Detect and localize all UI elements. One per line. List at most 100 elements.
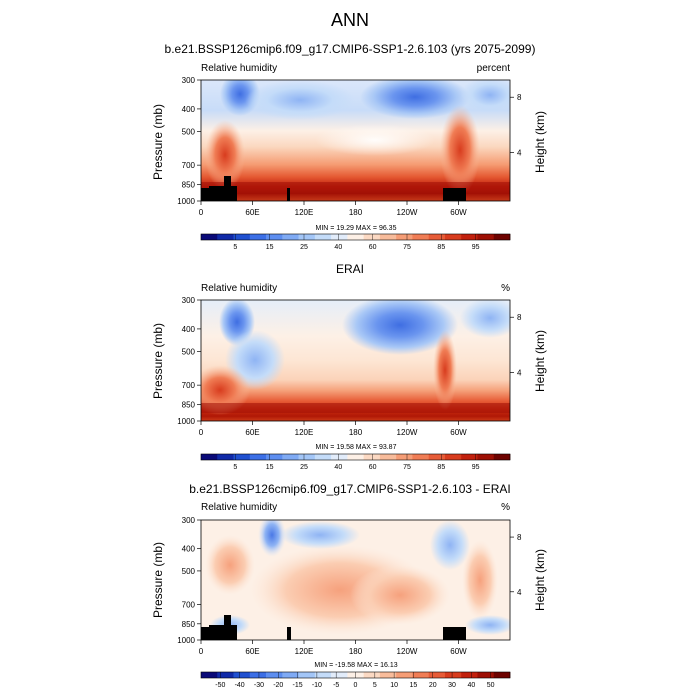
panel-3-title: b.e21.BSSP126cmip6.f09_g17.CMIP6-SSP1-2.… [189, 482, 511, 496]
y-tick-label: 300 [182, 76, 196, 85]
colorbar-label: -40 [235, 682, 245, 689]
colorbar-label: 20 [429, 682, 437, 689]
panel-3-ylabel: Pressure (mb) [151, 542, 165, 618]
colorbar-swatch [217, 454, 234, 460]
colorbar-swatch [201, 672, 218, 678]
y-tick-label: 400 [182, 325, 196, 334]
colorbar-label: 15 [266, 244, 274, 251]
colorbar-label: 15 [410, 682, 418, 689]
colorbar-swatch [461, 454, 478, 460]
x-tick-label: 0 [199, 208, 204, 217]
panel-3-axes: Pressure (mb) Height (km) 300 400 500 700 85… [151, 516, 547, 669]
x-tick-label: 60E [245, 647, 259, 656]
panel-2-title: ERAI [336, 262, 364, 276]
y-tick-label: 850 [182, 181, 196, 190]
colorbar-swatch [201, 454, 218, 460]
x-tick-label: 180 [349, 208, 363, 217]
colorbar-swatch [428, 672, 446, 678]
colorbar-swatch [249, 672, 267, 678]
colorbar-label: 95 [472, 244, 480, 251]
y-right-tick-label: 4 [517, 148, 522, 157]
x-tick-label: 60W [450, 647, 467, 656]
colorbar-label: 85 [437, 244, 445, 251]
panel-3-right-label: % [501, 502, 510, 513]
colorbar-swatch [266, 672, 283, 678]
panel-1-ylabel: Pressure (mb) [151, 104, 165, 180]
colorbar-swatch [493, 672, 511, 678]
y-tick-label: 850 [182, 620, 196, 629]
colorbar-label: -30 [254, 682, 264, 689]
y-right-tick-label: 8 [517, 93, 522, 102]
colorbar-swatch [331, 454, 348, 460]
panel-2-colorbar: 5 15 25 40 60 75 85 95 [200, 453, 511, 471]
colorbar-swatch [477, 234, 495, 240]
y-tick-label: 400 [182, 105, 196, 114]
colorbar-label: 15 [266, 464, 274, 471]
y-tick-label: 400 [182, 545, 196, 554]
colorbar-label: 40 [334, 464, 342, 471]
panel-2-right-label: % [501, 283, 510, 294]
colorbar-swatch [314, 234, 332, 240]
x-tick-label: 0 [199, 428, 204, 437]
colorbar-label: 85 [437, 464, 445, 471]
panel-1-colorbar: 5 15 25 40 60 75 85 95 [200, 233, 511, 251]
panel-1-stats: MIN = 19.29 MAX = 96.35 [316, 225, 397, 232]
y-right-tick-label: 8 [517, 313, 522, 322]
y-tick-label: 700 [182, 381, 196, 390]
colorbar-swatch [428, 454, 446, 460]
colorbar-swatch [217, 234, 234, 240]
colorbar-label: 95 [472, 464, 480, 471]
colorbar-swatch [363, 234, 381, 240]
colorbar-swatch [347, 454, 364, 460]
panel-1-field [201, 80, 510, 201]
colorbar-label: 5 [233, 464, 237, 471]
colorbar-swatch [282, 454, 299, 460]
colorbar-label: 25 [300, 464, 308, 471]
colorbar-label: 10 [390, 682, 398, 689]
x-tick-label: 120W [397, 647, 418, 656]
y-right-tick-label: 8 [517, 533, 522, 542]
colorbar-swatch [266, 454, 283, 460]
colorbar-swatch [461, 234, 478, 240]
x-tick-label: 60W [450, 208, 467, 217]
colorbar-swatch [233, 454, 251, 460]
colorbar-label: -20 [273, 682, 283, 689]
panel-1-right-label: percent [477, 63, 511, 74]
panel-1-title: b.e21.BSSP126cmip6.f09_g17.CMIP6-SSP1-2.… [165, 42, 536, 56]
y-tick-label: 1000 [177, 636, 195, 645]
figure-title: ANN [331, 10, 369, 30]
y-tick-label: 700 [182, 161, 196, 170]
colorbar-swatch [217, 672, 234, 678]
colorbar-swatch [396, 234, 413, 240]
colorbar-label: 5 [233, 244, 237, 251]
colorbar-swatch [477, 672, 495, 678]
colorbar-label: 25 [300, 244, 308, 251]
colorbar-swatch [412, 454, 429, 460]
colorbar-swatch [233, 234, 251, 240]
colorbar-swatch [379, 234, 397, 240]
y-tick-label: 300 [182, 296, 196, 305]
y-tick-label: 500 [182, 347, 196, 356]
colorbar-swatch [298, 454, 316, 460]
colorbar-label: -5 [333, 682, 339, 689]
y-tick-label: 1000 [177, 197, 195, 206]
colorbar-label: 60 [369, 244, 377, 251]
panel-1-axes: Pressure (mb) Height (km) 300 400 500 700 85… [151, 76, 547, 232]
panel-1-left-label: Relative humidity [201, 63, 277, 74]
x-tick-label: 60W [450, 428, 467, 437]
y-right-tick-label: 4 [517, 368, 522, 377]
colorbar-swatch [331, 672, 348, 678]
y-tick-label: 500 [182, 567, 196, 576]
colorbar-swatch [249, 234, 267, 240]
colorbar-swatch [314, 672, 332, 678]
colorbar-swatch [493, 454, 511, 460]
x-tick-label: 120E [295, 428, 314, 437]
panel-2: ERAI Relative humidity % Pressure (mb) H… [151, 262, 547, 471]
colorbar-label: 0 [354, 682, 358, 689]
panel-3-field [201, 520, 510, 640]
colorbar-swatch [363, 672, 381, 678]
y-tick-label: 700 [182, 600, 196, 609]
panel-3-ylabel-right: Height (km) [533, 549, 547, 611]
colorbar-label: 40 [334, 244, 342, 251]
panel-3-stats: MIN = -19.58 MAX = 16.13 [314, 662, 397, 669]
